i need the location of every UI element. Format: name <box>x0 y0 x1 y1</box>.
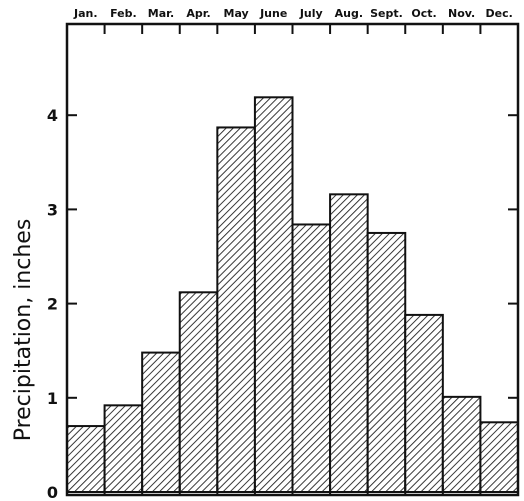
bars-group <box>66 96 519 494</box>
y-axis-label: Precipitation, inches <box>11 219 36 442</box>
bar-jan <box>66 425 106 493</box>
y-tick-label: 2 <box>47 295 58 314</box>
bar-aug <box>329 193 369 493</box>
month-label: Nov. <box>448 7 475 20</box>
bar-mar <box>141 351 181 494</box>
y-ticks-group <box>67 114 518 399</box>
bar-apr <box>178 291 219 493</box>
bar-oct <box>404 313 444 493</box>
y-tick-label: 4 <box>47 106 58 125</box>
month-label: Sept. <box>370 7 403 20</box>
month-labels-group: Jan. Feb. Mar. Apr. May June July Aug. Sept. Oct.… <box>73 7 513 20</box>
bar-feb <box>103 404 144 493</box>
bar-july <box>291 223 332 494</box>
month-label: Aug. <box>335 7 363 20</box>
y-tick-labels-group: 0 1 2 3 4 <box>47 106 58 501</box>
month-label: Mar. <box>148 7 174 20</box>
month-label: Feb. <box>110 7 137 20</box>
month-label: Dec. <box>486 7 513 20</box>
month-label: Oct. <box>411 7 436 20</box>
bar-dec <box>479 421 519 493</box>
y-tick-label: 0 <box>47 483 58 501</box>
y-tick-label: 3 <box>47 200 58 219</box>
bar-may <box>216 126 256 493</box>
x-ticks-group <box>66 24 519 495</box>
bar-sept <box>366 231 407 493</box>
y-tick-label: 1 <box>47 389 58 408</box>
month-label: Jan. <box>73 7 98 20</box>
month-label: Apr. <box>186 7 210 20</box>
month-label: May <box>224 7 249 20</box>
bar-nov <box>441 395 482 493</box>
month-label: June <box>259 7 287 20</box>
bar-june <box>253 96 294 493</box>
month-label: July <box>299 7 323 20</box>
